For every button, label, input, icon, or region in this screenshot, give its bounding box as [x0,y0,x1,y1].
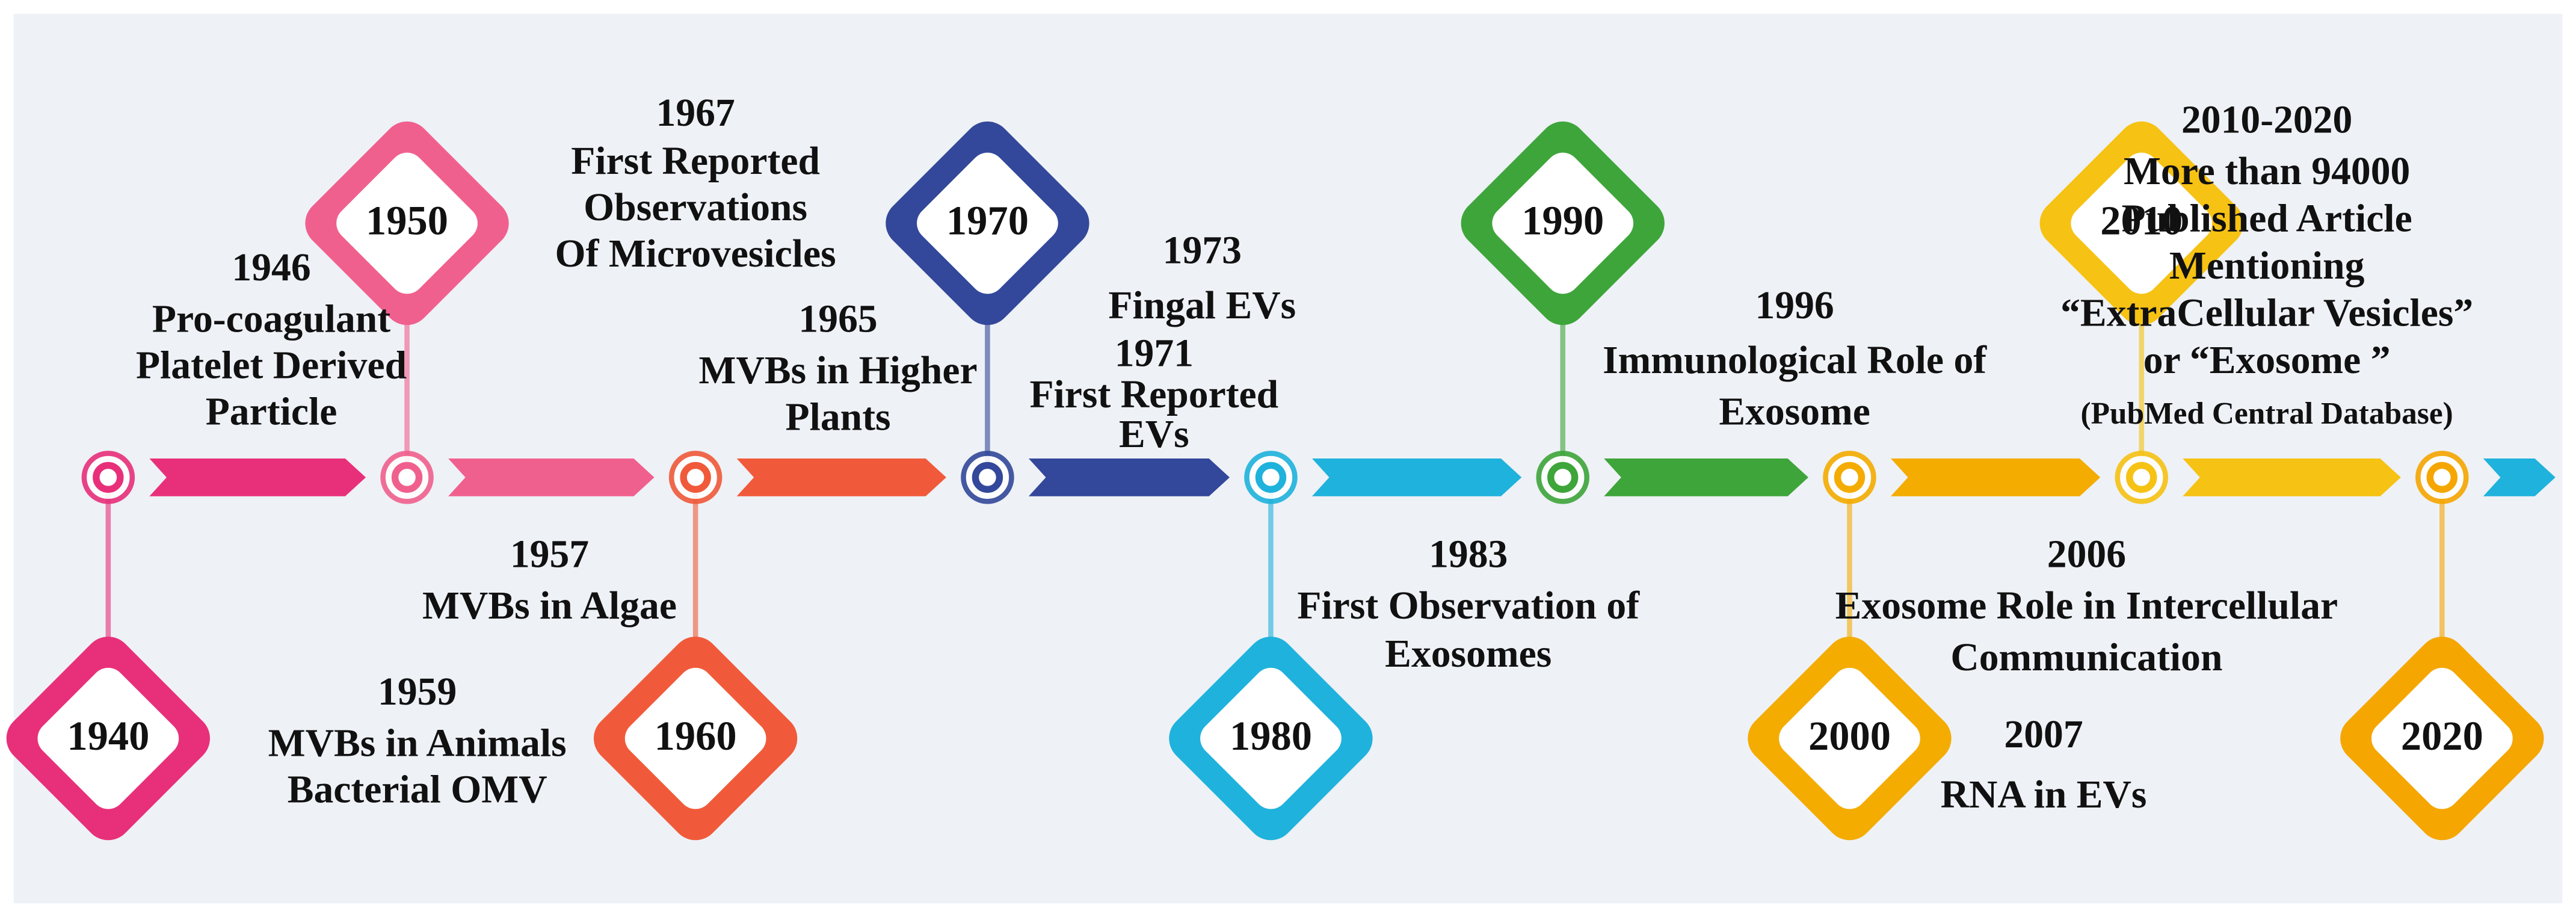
decade-badge: 2000 [1748,637,1952,841]
decade-badge: 1990 [1461,121,1665,326]
timeline-arrow [2183,458,2401,496]
decade-badge: 2020 [2340,637,2544,841]
timeline-arrow [1890,458,2101,496]
event-text: Platelet Derived [136,344,407,387]
event-text: or “Exosome ” [2143,339,2391,382]
event-text: Fingal EVs [1108,284,1296,327]
event-text: Exosome [1719,391,1870,434]
event-year: 1957 [510,533,589,576]
decade-badge: 1940 [6,637,210,841]
decade-badge: 1950 [305,121,509,326]
event-text: EVs [1119,413,1189,456]
timeline-arrow [1028,458,1230,496]
badge-inner [336,152,478,294]
event-year: 1967 [656,91,735,135]
event-text: MVBs in Higher [699,349,978,392]
timeline-dot-inner [93,462,124,493]
decade-label: 1980 [1230,713,1312,759]
event-year: 1973 [1163,229,1242,272]
event-year: 2006 [2047,533,2126,576]
decade-label: 1950 [366,198,448,244]
timeline-dot-inner [1834,462,1866,493]
badge-inner [624,667,766,809]
event-text: First Reported [1029,373,1278,416]
decade-badge: 1960 [593,637,798,841]
decade-label: 2020 [2401,713,2483,759]
event-text: MVBs in Animals [268,722,567,765]
timeline-dot-inner [972,462,1003,493]
timeline-arrow [149,458,366,496]
event-text: Communication [1950,636,2222,679]
badge-inner [1492,152,1634,294]
timeline-dot-inner [1547,462,1579,493]
event-year: 1996 [1755,284,1834,327]
event-text: Exosomes [1385,632,1551,676]
event-text: Exosome Role in Intercellular [1835,584,2338,628]
badge-inner [1200,667,1342,809]
event-text: MVBs in Algae [422,584,677,628]
badge-inner [2371,667,2513,809]
event-text: Mentioning [2169,244,2365,288]
timeline-dot-inner [2426,462,2458,493]
decade-label: 2010 [2100,198,2183,244]
event-text: (PubMed Central Database) [2081,397,2453,431]
event-year: 1946 [232,246,310,289]
timeline-arrow [736,458,946,496]
decade-badge: 1970 [886,121,1089,326]
event-text: Plants [786,395,891,439]
decade-label: 2000 [1808,713,1891,759]
timeline-arrow [1311,458,1522,496]
decade-label: 1960 [655,713,737,759]
event-text: First Reported [571,140,820,183]
decade-badge: 2010 [2039,121,2243,326]
event-text: Observations [584,186,807,229]
decade-label: 1990 [1521,198,1604,244]
event-text: Immunological Role of [1603,339,1987,382]
timeline-arrow [1604,458,1808,496]
event-text: First Observation of [1297,584,1640,628]
event-year: 1971 [1115,332,1194,375]
event-year: 1983 [1429,533,1508,576]
event-text: Of Microvesicles [555,232,836,276]
event-text: Particle [206,391,337,434]
badge-inner [37,667,179,809]
decade-badge: 1980 [1169,637,1373,841]
timeline-arrow [448,458,655,496]
event-year: 2010-2020 [2181,99,2352,142]
badge-inner [917,152,1058,294]
timeline-arrow [2483,458,2556,496]
event-year: 1965 [798,298,877,341]
event-text: Bacterial OMV [288,768,547,812]
event-text: Pro-coagulant [152,298,390,341]
decade-label: 1940 [67,713,149,759]
timeline-dot-inner [2126,462,2157,493]
event-year: 1959 [378,670,457,714]
timeline-dot-inner [391,462,423,493]
badge-inner [2071,152,2213,294]
event-text: “ExtraCellular Vesicles” [2060,292,2473,335]
event-text: RNA in EVs [1941,773,2147,817]
timeline-dot-inner [1255,462,1287,493]
event-text: Published Article [2122,197,2412,241]
timeline-dot-inner [680,462,711,493]
event-text: More than 94000 [2124,150,2410,193]
badge-inner [1779,667,1920,809]
decade-label: 1970 [946,198,1029,244]
event-year: 2007 [2004,713,2083,756]
